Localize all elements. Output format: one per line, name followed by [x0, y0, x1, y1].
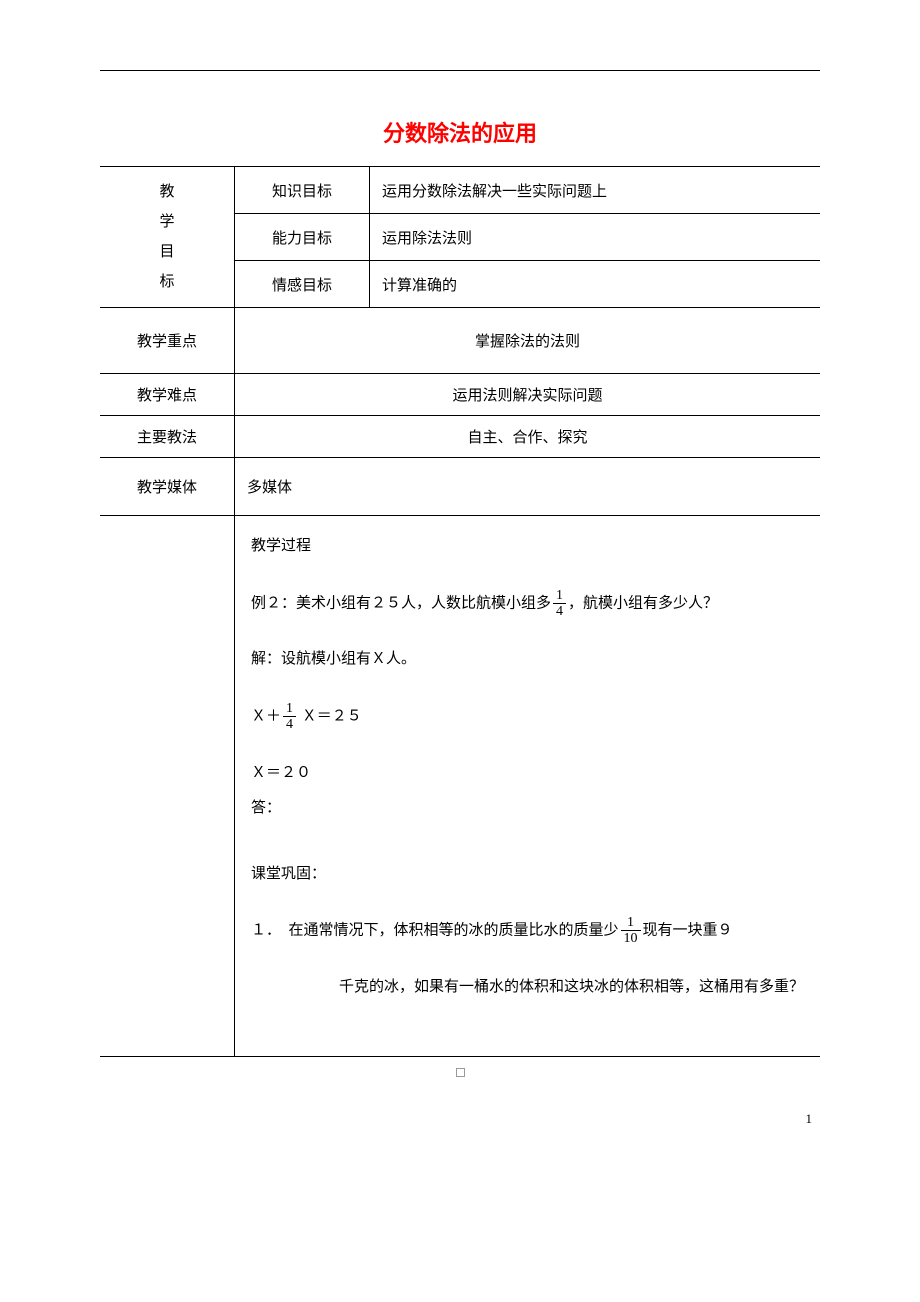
difficulty-label: 教学难点: [100, 374, 235, 416]
page-number: 1: [100, 1111, 820, 1127]
method-value: 自主、合作、探究: [235, 416, 821, 458]
answer-label: 答：: [251, 796, 804, 822]
process-header: 教学过程: [251, 534, 804, 560]
question-1-line1: １． 在通常情况下，体积相等的冰的质量比水的质量少110现有一块重９: [251, 915, 804, 947]
fraction-1-10: 110: [621, 915, 641, 947]
media-label: 教学媒体: [100, 458, 235, 516]
keypoint-value: 掌握除法的法则: [235, 308, 821, 374]
top-rule: [100, 70, 820, 71]
fraction-1-4-eq: 14: [283, 701, 296, 733]
mid-marker: [100, 1063, 820, 1081]
example-problem: 例２：美术小组有２５人，人数比航模小组多14，航模小组有多少人？: [251, 588, 804, 620]
equation: Ｘ＋14 Ｘ＝２５: [251, 701, 804, 733]
ability-goal-label: 能力目标: [235, 214, 370, 261]
emotion-goal-value: 计算准确的: [370, 261, 821, 308]
process-left-blank: [100, 516, 235, 1057]
knowledge-goal-value: 运用分数除法解决一些实际问题上: [370, 167, 821, 214]
knowledge-goal-label: 知识目标: [235, 167, 370, 214]
emotion-goal-label: 情感目标: [235, 261, 370, 308]
teaching-process: 教学过程 例２：美术小组有２５人，人数比航模小组多14，航模小组有多少人？ 解：…: [235, 516, 821, 1057]
page-title: 分数除法的应用: [100, 116, 820, 148]
square-icon: [456, 1068, 465, 1077]
keypoint-label: 教学重点: [100, 308, 235, 374]
goals-label: 教学目标: [100, 167, 235, 308]
method-label: 主要教法: [100, 416, 235, 458]
ability-goal-value: 运用除法法则: [370, 214, 821, 261]
practice-label: 课堂巩固：: [251, 862, 804, 888]
solution-let: 解：设航模小组有Ｘ人。: [251, 647, 804, 673]
page-container: 分数除法的应用 教学目标 知识目标 运用分数除法解决一些实际问题上 能力目标 运…: [0, 0, 920, 1177]
media-value: 多媒体: [235, 458, 821, 516]
fraction-1-4: 14: [553, 588, 566, 620]
lesson-plan-table: 教学目标 知识目标 运用分数除法解决一些实际问题上 能力目标 运用除法法则 情感…: [100, 166, 820, 1057]
difficulty-value: 运用法则解决实际问题: [235, 374, 821, 416]
question-1-line2: 千克的冰，如果有一桶水的体积和这块冰的体积相等，这桶用有多重？: [251, 975, 804, 1001]
result: Ｘ＝２０: [251, 761, 804, 787]
